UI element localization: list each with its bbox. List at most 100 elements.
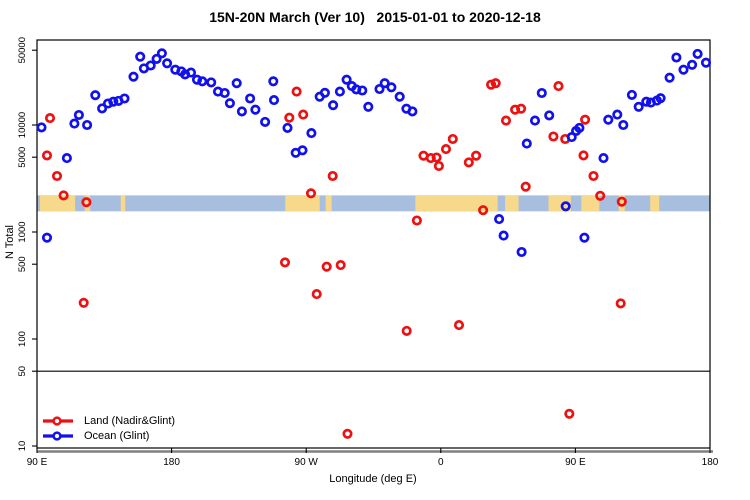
data-point-ocean (678, 64, 689, 75)
data-point-land (553, 81, 564, 92)
map-band-ocean (37, 195, 710, 212)
data-point-ocean (560, 201, 571, 212)
legend: Land (Nadir&Glint) Ocean (Glint) (41, 413, 175, 443)
x-tick-label: 90 E (565, 457, 586, 468)
y-axis-title: N Total (4, 224, 16, 260)
data-point-ocean (73, 109, 84, 121)
data-point-land (291, 86, 302, 97)
data-point-land (81, 197, 92, 208)
data-point-ocean (135, 51, 146, 62)
data-point-land (500, 115, 512, 126)
map-band-land-segment (39, 195, 76, 212)
data-point-ocean (664, 72, 675, 83)
data-point-ocean (151, 53, 162, 64)
legend-label-ocean: Ocean (Glint) (84, 429, 150, 442)
data-point-land (44, 113, 56, 124)
data-point-ocean (61, 153, 72, 164)
data-point-ocean (529, 115, 541, 126)
data-point-land (401, 325, 412, 336)
y-tick-label: 5000 (17, 147, 28, 168)
data-point-ocean (498, 230, 509, 241)
data-point-ocean (69, 118, 80, 129)
data-point-land (58, 190, 69, 201)
data-point-ocean (191, 74, 203, 85)
chart-title: 15N-20N March (Ver 10) 2015-01-01 to 202… (209, 9, 541, 25)
data-point-land (440, 144, 452, 155)
data-point-ocean (618, 119, 629, 131)
data-point-ocean (612, 109, 623, 120)
data-point-ocean (521, 138, 532, 149)
data-point-ocean (282, 122, 293, 133)
data-point-ocean (97, 103, 108, 114)
data-point-ocean (245, 93, 256, 104)
map-band-land-segment (505, 195, 519, 212)
data-point-ocean (379, 78, 390, 89)
map-band-land-segment (120, 195, 126, 212)
x-tick-label: 0 (438, 457, 444, 468)
data-point-land (588, 170, 599, 182)
data-point-ocean (633, 101, 644, 112)
data-point-ocean (90, 90, 101, 101)
data-point-ocean (82, 119, 93, 131)
data-point-ocean (341, 74, 352, 85)
data-point-ocean (236, 106, 247, 117)
map-band-land-segment (650, 195, 660, 212)
data-point-land (411, 215, 422, 226)
data-point-ocean (319, 87, 330, 98)
map-band-land-segment (325, 195, 332, 212)
y-tick-label: 10000 (17, 112, 28, 138)
data-point-ocean (692, 48, 703, 59)
legend-label-land: Land (Nadir&Glint) (84, 414, 176, 427)
data-point-land (321, 261, 332, 272)
data-point-land (433, 160, 444, 172)
data-point-ocean (603, 114, 614, 125)
data-point-land (279, 257, 291, 268)
map-band-land-segment (84, 195, 91, 212)
data-point-ocean (394, 91, 405, 102)
legend-item-land: Land (Nadir&Glint) (41, 413, 175, 428)
data-point-land (463, 157, 474, 168)
data-point-ocean (306, 128, 317, 139)
x-axis-title: Longitude (deg E) (329, 473, 417, 485)
data-point-ocean (357, 85, 368, 96)
data-point-ocean (544, 110, 555, 121)
data-point-land (41, 150, 53, 161)
data-point-ocean (386, 82, 397, 93)
data-point-ocean (156, 48, 167, 59)
data-point-ocean (574, 122, 585, 133)
data-point-land (595, 190, 606, 201)
data-point-ocean (687, 59, 698, 70)
data-point-ocean (363, 101, 374, 112)
map-band-land-segment (548, 195, 571, 212)
data-point-land (447, 133, 458, 145)
map-band-land-segment (618, 195, 625, 212)
data-point-ocean (250, 104, 261, 115)
data-point-ocean (598, 153, 609, 164)
data-point-ocean (328, 100, 339, 111)
data-point-land (305, 188, 317, 199)
legend-item-ocean: Ocean (Glint) (41, 428, 175, 443)
data-point-ocean (206, 77, 217, 88)
data-point-ocean (655, 93, 666, 104)
data-point-ocean (700, 57, 712, 68)
data-point-land (616, 196, 627, 207)
data-point-ocean (128, 71, 139, 82)
x-tick-label: 90 W (295, 457, 319, 468)
data-point-ocean (185, 67, 197, 78)
data-point-land (51, 170, 63, 182)
data-point-ocean (579, 232, 590, 243)
map-band-land-segment (581, 195, 600, 212)
data-point-land (425, 153, 436, 164)
x-tick-label: 180 (702, 457, 719, 468)
data-point-ocean (626, 89, 637, 100)
data-point-land (520, 181, 531, 192)
data-point-land (548, 131, 559, 142)
data-point-ocean (260, 116, 271, 127)
data-point-ocean (41, 232, 53, 243)
plot-box (36, 39, 711, 449)
data-point-land (78, 297, 89, 308)
data-point-land (478, 205, 489, 216)
data-point-land (516, 103, 527, 114)
